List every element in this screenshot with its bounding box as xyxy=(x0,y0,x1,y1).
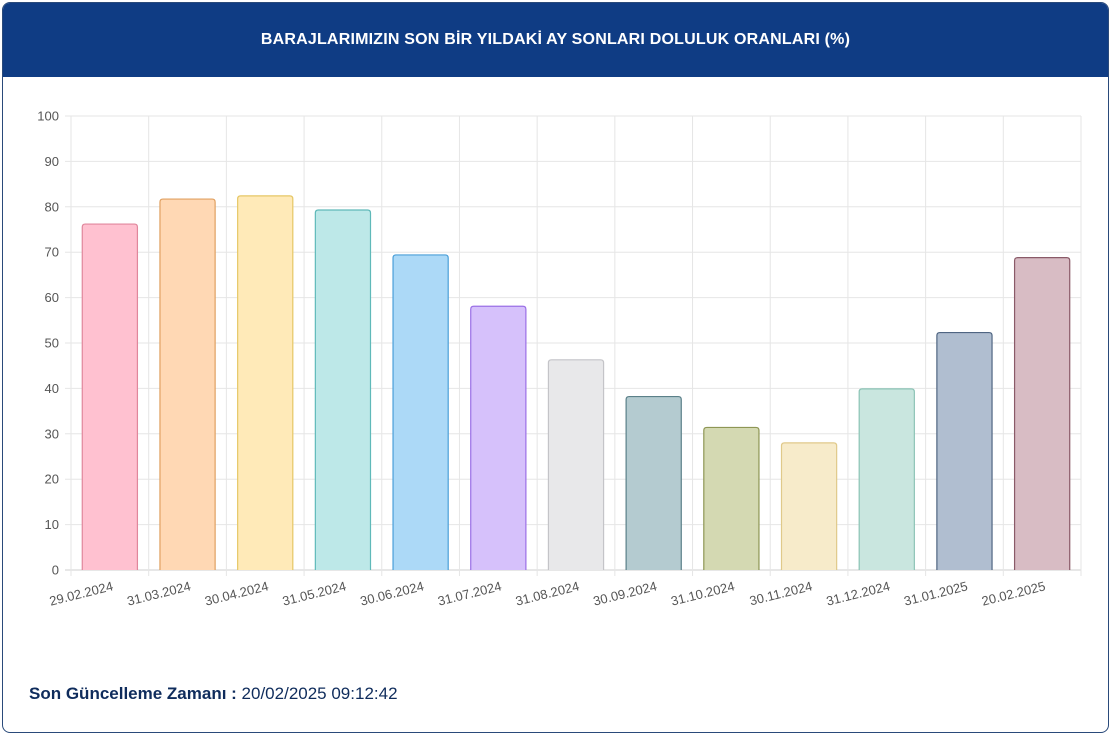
x-tick-label: 20.02.2025 xyxy=(980,578,1047,608)
bar-30.04.2024[interactable] xyxy=(237,195,294,570)
y-tick-label: 70 xyxy=(45,245,59,260)
bar-30.09.2024[interactable] xyxy=(625,395,682,570)
bar-31.08.2024[interactable] xyxy=(547,359,605,570)
bar-29.02.2024[interactable] xyxy=(81,223,139,570)
bar-31.10.2024[interactable] xyxy=(703,426,760,570)
x-tick-label: 30.04.2024 xyxy=(203,578,270,608)
chart-bars xyxy=(81,195,1071,570)
bar-31.07.2024[interactable] xyxy=(470,305,527,570)
bar-chart: 0 10 20 30 40 50 60 70 80 90 100 29.02.2024 31.03.2… xyxy=(37,109,1082,609)
last-update-label: Son Güncelleme Zamanı : xyxy=(29,684,237,703)
y-tick-label: 40 xyxy=(45,381,59,396)
y-tick-label: 100 xyxy=(37,109,59,124)
bar-31.01.2025[interactable] xyxy=(936,331,993,570)
x-tick-label: 31.10.2024 xyxy=(669,578,736,608)
x-tick-label: 30.06.2024 xyxy=(359,578,426,608)
last-update-value: 20/02/2025 09:12:42 xyxy=(236,684,398,703)
x-tick-label: 31.01.2025 xyxy=(902,578,969,608)
bar-20.02.2025[interactable] xyxy=(1013,257,1071,570)
y-tick-label: 50 xyxy=(45,336,59,351)
bar-30.11.2024[interactable] xyxy=(780,442,838,570)
y-tick-label: 0 xyxy=(52,563,59,578)
y-tick-label: 90 xyxy=(45,154,59,169)
x-tick-label: 31.07.2024 xyxy=(436,578,503,608)
x-tick-label: 31.08.2024 xyxy=(514,578,581,608)
bar-31.03.2024[interactable] xyxy=(159,198,216,570)
y-axis-ticks: 0 10 20 30 40 50 60 70 80 90 100 xyxy=(37,109,59,578)
x-axis-ticks: 29.02.2024 31.03.2024 30.04.2024 31.05.2024… xyxy=(48,578,1047,608)
last-update: Son Güncelleme Zamanı : 20/02/2025 09:12… xyxy=(29,684,398,704)
chart-title: BARAJLARIMIZIN SON BİR YILDAKİ AY SONLAR… xyxy=(3,3,1108,77)
y-tick-label: 10 xyxy=(45,517,59,532)
bar-31.12.2024[interactable] xyxy=(858,388,915,570)
x-tick-label: 31.05.2024 xyxy=(281,578,348,608)
bar-31.05.2024[interactable] xyxy=(314,209,372,570)
x-tick-label: 30.11.2024 xyxy=(748,578,814,608)
x-tick-label: 30.09.2024 xyxy=(592,578,659,608)
x-tick-label: 31.12.2024 xyxy=(825,578,892,608)
y-tick-label: 30 xyxy=(45,426,59,441)
x-tick-label: 31.03.2024 xyxy=(125,578,192,608)
x-tick-label: 29.02.2024 xyxy=(48,578,115,608)
y-tick-label: 20 xyxy=(45,472,59,487)
bar-30.06.2024[interactable] xyxy=(392,254,449,570)
y-tick-label: 60 xyxy=(45,290,59,305)
y-tick-label: 80 xyxy=(45,199,59,214)
